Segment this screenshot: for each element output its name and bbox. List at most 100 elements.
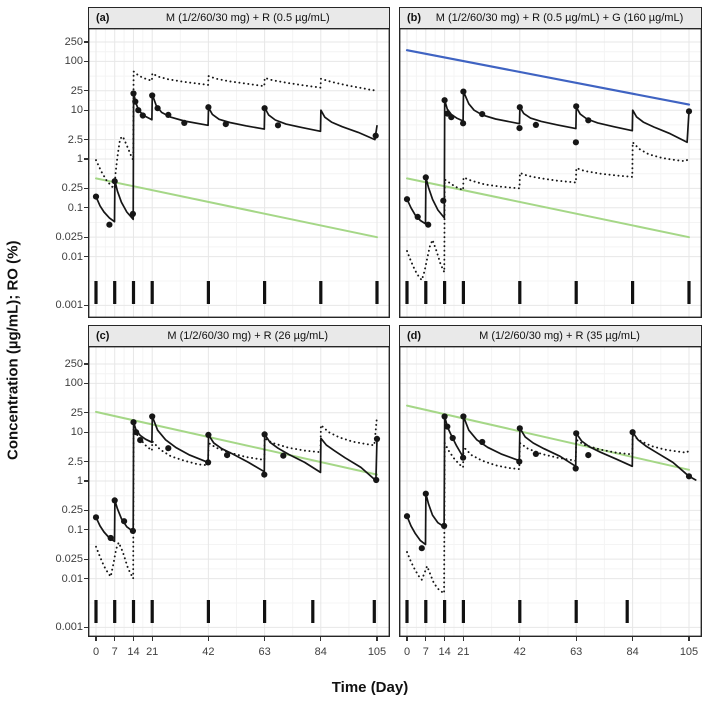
x-tick-label: 42: [202, 646, 215, 658]
y-tick-label: 100: [64, 55, 83, 68]
panel-border: [399, 346, 702, 637]
y-axis-title: Concentration (µg/mL); RO (%): [4, 240, 22, 460]
y-tick-mark: [84, 256, 88, 258]
gridlines: [399, 28, 702, 318]
observation-points: [403, 88, 693, 228]
facet-strip-d: (d) M (1/2/60/30 mg) + R (35 µg/mL): [399, 325, 702, 346]
x-tick-label: 7: [422, 646, 429, 658]
y-tick-mark: [84, 382, 88, 385]
y-tick-mark: [84, 480, 88, 482]
y-tick-label: 1: [76, 475, 83, 487]
x-tick-mark: [264, 637, 266, 641]
y-tick-label: 250: [64, 35, 83, 48]
x-tick-label: 21: [146, 646, 159, 658]
y-tick-label: 0.025: [55, 553, 83, 566]
y-tick-mark: [84, 60, 88, 63]
y-tick-label: 2.5: [67, 455, 83, 468]
panel-plot-c: [88, 346, 390, 637]
facet-tag-d: (d): [407, 330, 422, 342]
dotted-black-line: [406, 434, 690, 595]
x-tick-mark: [462, 637, 465, 641]
x-tick-label: 0: [92, 646, 100, 658]
y-tick-mark: [84, 558, 88, 560]
y-tick-mark: [84, 431, 88, 433]
x-tick-mark: [425, 637, 427, 641]
x-tick-label: 42: [513, 646, 526, 658]
x-tick-mark: [688, 637, 690, 641]
facet-panel-d: (d) M (1/2/60/30 mg) + R (35 µg/mL): [399, 325, 702, 637]
panel-border: [88, 28, 390, 318]
x-tick-label: 63: [258, 646, 271, 658]
facet-strip-c: (c) M (1/2/60/30 mg) + R (26 µg/mL): [88, 325, 390, 346]
x-tick-mark: [575, 637, 577, 641]
x-tick-mark: [207, 637, 210, 641]
panel-border: [88, 346, 390, 637]
green-reference-line: [406, 177, 690, 239]
y-tick-mark: [84, 509, 88, 512]
x-tick-mark: [95, 637, 97, 641]
facet-title-a: M (1/2/60/30 mg) + R (0.5 µg/mL): [165, 12, 330, 24]
x-tick-mark: [151, 637, 153, 641]
y-tick-label: 0.1: [67, 523, 83, 536]
y-tick-label: 0.25: [61, 182, 83, 195]
dotted-black-line: [406, 141, 690, 282]
dose-rug-marks: [94, 281, 379, 304]
dotted-black-line: [95, 70, 378, 190]
y-tick-mark: [84, 412, 88, 414]
x-tick-mark: [406, 637, 408, 641]
y-tick-mark: [84, 529, 88, 531]
x-tick-mark: [519, 637, 521, 641]
x-tick-mark: [376, 637, 378, 641]
facet-title-c: M (1/2/60/30 mg) + R (26 µg/mL): [167, 330, 329, 342]
facet-panel-b: (b) M (1/2/60/30 mg) + R (0.5 µg/mL) + G…: [399, 7, 702, 318]
x-tick-label: 105: [367, 646, 387, 658]
y-tick-label: 25: [70, 84, 83, 97]
x-tick-label: 21: [457, 646, 470, 658]
y-tick-mark: [84, 41, 88, 43]
y-tick-mark: [84, 187, 88, 190]
y-tick-label: 10: [70, 104, 83, 117]
solid-black-line: [95, 91, 378, 223]
x-tick-label: 84: [314, 646, 327, 658]
y-tick-label: 0.025: [55, 231, 83, 244]
y-tick-label: 0.001: [55, 621, 83, 634]
y-tick-label: 2.5: [67, 133, 83, 146]
dose-rug-marks: [405, 600, 629, 623]
facet-strip-b: (b) M (1/2/60/30 mg) + R (0.5 µg/mL) + G…: [399, 7, 702, 28]
x-tick-mark: [444, 637, 446, 641]
panel-plot-d: [399, 346, 702, 637]
y-tick-mark: [84, 138, 88, 141]
blue-reference-line: [405, 49, 691, 106]
facet-tag-c: (c): [96, 330, 110, 342]
y-tick-label: 1: [76, 153, 83, 165]
facet-title-d: M (1/2/60/30 mg) + R (35 µg/mL): [479, 330, 640, 342]
x-tick-mark: [132, 637, 135, 641]
facet-tag-b: (b): [407, 12, 422, 24]
facet-tag-a: (a): [96, 12, 110, 24]
dose-rug-marks: [94, 600, 376, 623]
facet-strip-a: (a) M (1/2/60/30 mg) + R (0.5 µg/mL): [88, 7, 390, 28]
y-tick-label: 0.25: [61, 504, 83, 517]
x-tick-label: 14: [438, 646, 451, 658]
observation-points: [403, 413, 693, 552]
x-tick-label: 0: [403, 646, 411, 658]
dotted-black-line: [95, 415, 378, 580]
facet-panel-c: (c) M (1/2/60/30 mg) + R (26 µg/mL): [88, 325, 390, 637]
y-tick-mark: [84, 363, 88, 365]
dose-rug-marks: [405, 281, 691, 304]
solid-black-line: [95, 415, 378, 543]
x-tick-mark: [632, 637, 634, 641]
x-tick-label: 105: [679, 646, 699, 658]
solid-black-line: [406, 90, 690, 225]
y-tick-mark: [84, 109, 88, 111]
y-tick-mark: [84, 626, 88, 629]
x-tick-label: 63: [570, 646, 583, 658]
green-reference-line: [95, 410, 378, 476]
panel-plot-a: [88, 28, 390, 318]
panel-border: [399, 28, 702, 318]
y-tick-label: 100: [64, 377, 83, 390]
y-tick-label: 25: [70, 406, 83, 419]
observation-points: [92, 413, 381, 542]
y-tick-label: 0.001: [55, 299, 83, 312]
